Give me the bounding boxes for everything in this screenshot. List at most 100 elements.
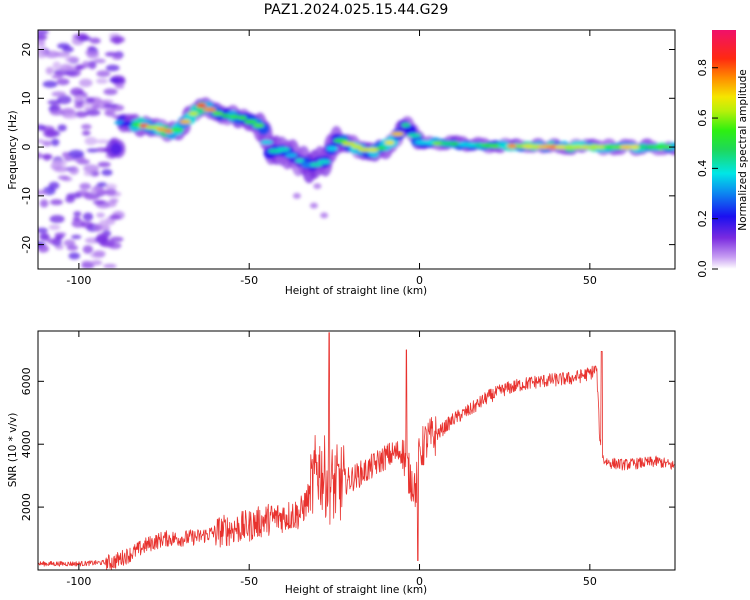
heatmap-speckle xyxy=(68,166,79,175)
heatmap-speckle xyxy=(65,56,80,63)
spectrogram-xtick-label: -50 xyxy=(240,274,258,287)
heatmap-speckle xyxy=(51,159,68,167)
heatmap-speckle xyxy=(85,109,101,116)
heatmap-speckle xyxy=(68,252,81,260)
heatmap-speckle xyxy=(42,153,52,161)
heatmap-speckle xyxy=(80,36,92,41)
heatmap-speckle xyxy=(61,151,71,158)
heatmap-core xyxy=(276,147,291,152)
heatmap-speckle xyxy=(82,245,93,254)
heatmap-speckle xyxy=(70,87,84,97)
heatmap-core xyxy=(295,158,305,163)
heatmap-speckle xyxy=(96,70,111,78)
spectrogram-ytick-label: 10 xyxy=(20,91,33,105)
heatmap-speckle xyxy=(38,152,43,160)
heatmap-speckle xyxy=(108,242,122,250)
heatmap-core xyxy=(237,115,247,120)
heatmap-core xyxy=(196,103,207,108)
heatmap-speckle xyxy=(74,111,88,118)
heatmap-speckle xyxy=(114,84,125,89)
heatmap-speckle xyxy=(38,124,46,131)
heatmap-speckle xyxy=(43,129,57,138)
colorbar-tick-label: 0.0 xyxy=(696,260,709,278)
heatmap-core xyxy=(391,131,404,137)
heatmap-speckle xyxy=(78,78,93,88)
heatmap-speckle xyxy=(109,198,119,203)
colorbar-tick-label: 0.8 xyxy=(696,59,709,77)
heatmap-speckle xyxy=(68,149,85,159)
snr-ytick-label: 4000 xyxy=(20,430,33,458)
heatmap-speckle xyxy=(101,169,113,176)
colorbar-label: Normalized spectral amplitude xyxy=(737,69,749,230)
heatmap-speckle xyxy=(57,43,71,50)
heatmap-core xyxy=(449,141,461,147)
heatmap-speckle xyxy=(45,66,54,75)
snr-xtick-label: -50 xyxy=(240,575,258,588)
heatmap-speckle xyxy=(54,51,71,58)
heatmap-speckle xyxy=(38,227,48,234)
heatmap-speckle xyxy=(320,212,329,219)
spectrogram-xtick-label: 50 xyxy=(583,274,597,287)
heatmap-core xyxy=(244,119,258,124)
heatmap-speckle xyxy=(92,199,106,205)
heatmap-speckle xyxy=(109,214,122,220)
heatmap-speckle xyxy=(112,55,122,60)
heatmap-speckle xyxy=(49,214,65,224)
heatmap-core xyxy=(253,123,265,128)
heatmap-speckle xyxy=(105,108,116,117)
heatmap-speckle xyxy=(57,124,67,132)
heatmap-speckle xyxy=(46,238,59,244)
heatmap-core xyxy=(203,107,217,112)
heatmap-speckle xyxy=(103,263,117,269)
heatmap-speckle xyxy=(63,156,73,162)
heatmap-core xyxy=(384,140,395,145)
heatmap-speckle xyxy=(86,148,99,153)
spectrogram-ytick-label: -20 xyxy=(20,236,33,254)
heatmap-speckle xyxy=(65,196,75,203)
spectrogram-xtick-label: -100 xyxy=(66,274,91,287)
heatmap-speckle xyxy=(59,63,73,72)
heatmap-speckle xyxy=(42,80,58,88)
heatmap-speckle xyxy=(97,161,111,168)
heatmap-core xyxy=(212,111,224,116)
heatmap-speckle xyxy=(95,139,110,144)
spectrogram-blobs xyxy=(38,30,675,269)
heatmap-speckle xyxy=(109,77,120,83)
heatmap-core xyxy=(662,144,673,150)
spectrogram-heatmap xyxy=(38,30,675,269)
heatmap-speckle xyxy=(112,36,122,45)
heatmap-speckle xyxy=(50,138,60,147)
spectrogram-ytick-label: -10 xyxy=(20,187,33,205)
snr-xtick-label: 0 xyxy=(416,575,423,588)
heatmap-speckle xyxy=(63,239,76,247)
chart-title: PAZ1.2024.025.15.44.G29 xyxy=(264,2,449,18)
heatmap-speckle xyxy=(104,183,117,190)
snr-ytick-label: 6000 xyxy=(20,367,33,395)
heatmap-speckle xyxy=(73,211,82,217)
heatmap-speckle xyxy=(74,103,84,109)
heatmap-speckle xyxy=(313,183,322,190)
heatmap-speckle xyxy=(83,164,100,173)
heatmap-core xyxy=(367,147,379,153)
heatmap-core xyxy=(629,144,641,150)
heatmap-core xyxy=(401,122,411,128)
colorbar: 0.0 0.2 0.4 0.6 0.8 Normalized spectral ampl… xyxy=(696,30,749,278)
heatmap-core xyxy=(341,141,356,146)
heatmap-speckle xyxy=(63,113,78,119)
heatmap-speckle xyxy=(54,232,67,237)
heatmap-speckle xyxy=(309,202,318,209)
heatmap-speckle xyxy=(51,91,67,97)
heatmap-core xyxy=(506,143,518,149)
heatmap-speckle xyxy=(109,236,124,243)
heatmap-speckle xyxy=(39,232,50,241)
heatmap-speckle xyxy=(85,97,95,103)
heatmap-speckle xyxy=(48,181,60,190)
heatmap-band xyxy=(110,142,123,155)
heatmap-speckle xyxy=(72,216,81,221)
heatmap-core xyxy=(179,119,191,124)
heatmap-speckle xyxy=(96,189,108,196)
heatmap-speckle xyxy=(86,49,100,59)
spectrogram-ytick-label: 0 xyxy=(20,144,33,151)
